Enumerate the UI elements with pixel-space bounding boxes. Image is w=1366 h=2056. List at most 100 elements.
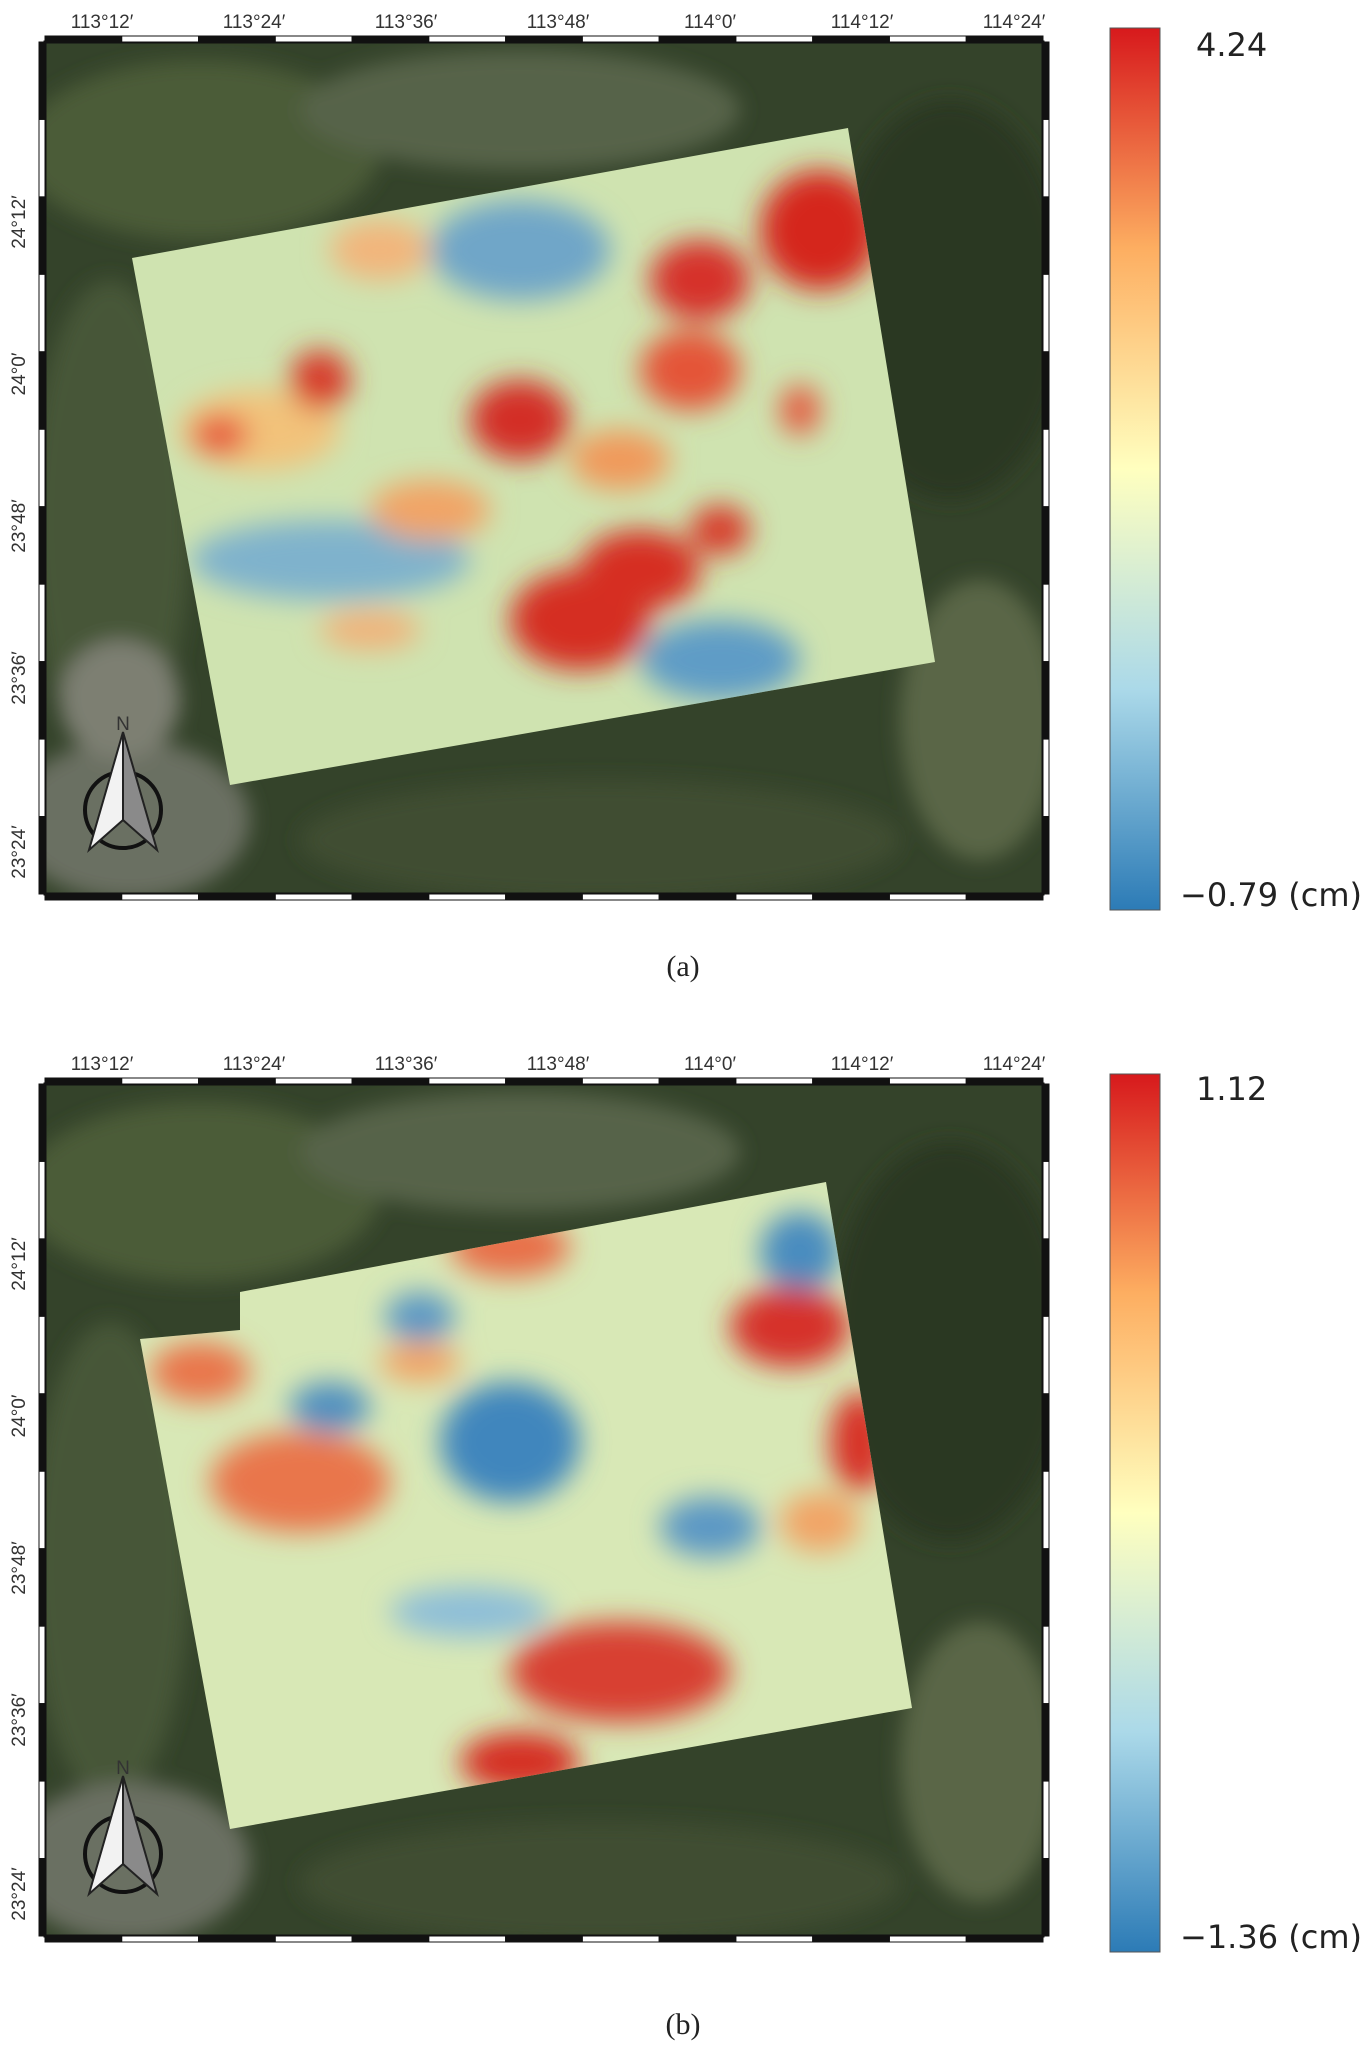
frame-segment <box>505 35 583 43</box>
frame-segment <box>38 1393 46 1472</box>
frame-segment <box>38 1160 46 1240</box>
frame-segment <box>38 196 46 275</box>
frame-segment <box>581 893 660 901</box>
frame-segment <box>428 1077 507 1085</box>
frame-segment <box>351 1077 430 1085</box>
frame-segment <box>1042 1703 1050 1782</box>
map-a: 113°12′ 113°24′ 113°36′ 113°48′ 114°0′ 114°12… <box>9 12 1161 911</box>
frame-segment <box>1042 1160 1050 1240</box>
north-label: N <box>116 1758 130 1779</box>
colorbar-a <box>1109 27 1161 911</box>
frame-segment <box>505 1935 583 1943</box>
frame-segment <box>38 1858 46 1937</box>
latitude-label: 24°0′ <box>9 1394 30 1437</box>
longitude-label: 113°12′ <box>71 1054 134 1075</box>
frame-segment <box>658 35 737 43</box>
frame-segment <box>38 1548 46 1627</box>
longitude-label: 114°24′ <box>983 1054 1046 1075</box>
latitude-label: 23°24′ <box>9 1867 30 1921</box>
frame-segment <box>428 35 507 43</box>
north-label: N <box>116 714 130 735</box>
frame-segment <box>1042 351 1050 430</box>
panel-b: 113°12′ 113°24′ 113°36′ 113°48′ 114°0′ 114°12… <box>0 1042 1366 2042</box>
frame-segment <box>428 893 507 901</box>
latitude-label: 24°12′ <box>9 195 30 249</box>
latitude-label: 23°36′ <box>9 1693 30 1747</box>
frame-segment <box>1042 273 1050 353</box>
frame-segment <box>581 1077 660 1085</box>
frame-segment <box>1042 583 1050 663</box>
colorbar-b <box>1109 1073 1161 1953</box>
longitude-label: 113°36′ <box>375 1054 438 1075</box>
latitude-label: 24°12′ <box>9 1237 30 1291</box>
longitude-label: 114°12′ <box>831 1054 894 1075</box>
frame-segment <box>1042 1470 1050 1550</box>
graticule-a <box>38 35 1050 901</box>
frame-segment <box>121 35 200 43</box>
frame-segment <box>274 35 353 43</box>
frame-segment <box>38 816 46 895</box>
frame-segment <box>658 893 737 901</box>
frame-segment <box>888 1077 967 1085</box>
north-arrow-icon: N <box>83 714 163 854</box>
frame-segment <box>505 893 583 901</box>
frame-segment <box>274 893 353 901</box>
longitude-label: 114°12′ <box>831 12 894 33</box>
frame-segment <box>38 1703 46 1782</box>
north-arrow-icon: N <box>83 1758 163 1898</box>
frame-segment <box>1042 1858 1050 1937</box>
frame-segment <box>888 893 967 901</box>
frame-segment <box>44 1077 123 1085</box>
frame-segment <box>1042 1548 1050 1627</box>
frame-segment <box>38 1238 46 1317</box>
frame-segment <box>121 1077 200 1085</box>
map-b: 113°12′ 113°24′ 113°36′ 113°48′ 114°0′ 114°12… <box>9 1054 1161 1953</box>
frame-segment <box>38 41 46 120</box>
frame-segment <box>1042 1083 1050 1162</box>
longitude-label: 114°24′ <box>983 12 1046 33</box>
frame-segment <box>38 118 46 198</box>
frame-segment <box>274 1935 353 1943</box>
frame-segment <box>38 661 46 740</box>
frame-segment <box>38 1315 46 1395</box>
frame-segment <box>965 893 1044 901</box>
frame-segment <box>38 1625 46 1705</box>
frame-segment <box>888 1935 967 1943</box>
colorbar-min-label-b: −1.36 (cm) <box>1180 1918 1362 1956</box>
latitude-label: 23°48′ <box>9 1541 30 1595</box>
frame-segment <box>735 1935 814 1943</box>
frame-segment <box>581 1935 660 1943</box>
frame-segment <box>1042 1238 1050 1317</box>
longitude-label: 113°48′ <box>527 12 590 33</box>
frame-segment <box>1042 738 1050 818</box>
frame-segment <box>351 893 430 901</box>
frame-segment <box>812 35 890 43</box>
frame-segment <box>1042 41 1050 120</box>
frame-segment <box>351 35 430 43</box>
frame-segment <box>1042 1315 1050 1395</box>
frame-segment <box>581 35 660 43</box>
frame-segment <box>1042 506 1050 585</box>
frame-segment <box>965 1935 1044 1943</box>
colorbar-min-label-a: −0.79 (cm) <box>1180 876 1362 914</box>
frame-segment <box>44 1935 123 1943</box>
frame-segment <box>38 506 46 585</box>
frame-segment <box>38 273 46 353</box>
frame-segment <box>198 1077 276 1085</box>
frame-segment <box>38 351 46 430</box>
coordinate-labels-b: 113°12′ 113°24′ 113°36′ 113°48′ 114°0′ 114°12… <box>9 1054 1046 1921</box>
frame-segment <box>812 1077 890 1085</box>
longitude-label: 114°0′ <box>684 12 736 33</box>
frame-segment <box>274 1077 353 1085</box>
frame-segment <box>1042 1393 1050 1472</box>
longitude-label: 113°12′ <box>71 12 134 33</box>
panel-a: 113°12′ 113°24′ 113°36′ 113°48′ 114°0′ 114°12… <box>0 0 1366 1000</box>
frame-segment <box>38 428 46 508</box>
frame-segment <box>121 1935 200 1943</box>
coordinate-labels-a: 113°12′ 113°24′ 113°36′ 113°48′ 114°0′ 114°12… <box>9 12 1046 879</box>
frame-segment <box>1042 118 1050 198</box>
frame-segment <box>1042 428 1050 508</box>
frame-segment <box>658 1935 737 1943</box>
frame-segment <box>198 893 276 901</box>
latitude-label: 24°0′ <box>9 352 30 395</box>
